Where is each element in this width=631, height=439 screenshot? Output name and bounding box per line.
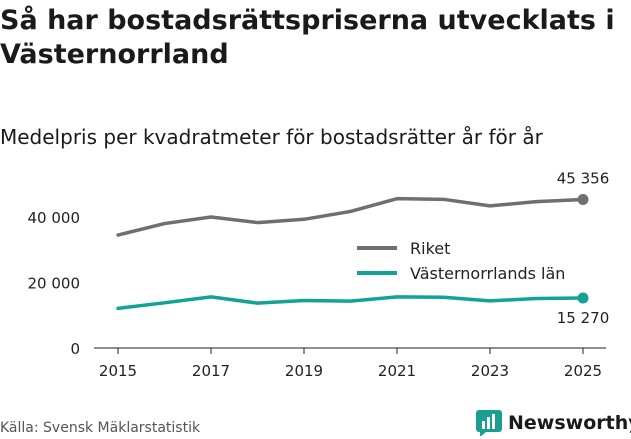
series-end-label: 15 270	[557, 309, 610, 327]
legend-label: Västernorrlands län	[410, 264, 565, 283]
x-tick-label: 2021	[378, 362, 416, 380]
y-tick-label: 40 000	[28, 209, 81, 227]
series-end-marker	[577, 292, 589, 304]
legend: Riket Västernorrlands län	[357, 239, 565, 283]
bar-chart-logo-icon	[476, 410, 502, 436]
x-tick-label: 2017	[192, 362, 230, 380]
x-tick-label: 2025	[564, 362, 602, 380]
brand-name: Newsworthy	[508, 412, 631, 434]
y-tick-label: 0	[70, 340, 80, 358]
chart-title: Så har bostadsrättspriserna utvecklats i…	[0, 5, 615, 70]
x-tick-label: 2019	[285, 362, 323, 380]
series-line-1	[116, 295, 585, 311]
series-lines: 45 356 15 270	[116, 169, 610, 327]
series-end-marker	[577, 193, 589, 205]
y-axis-ticks: 0 20 000 40 000	[28, 209, 81, 358]
x-tick-label: 2015	[99, 362, 137, 380]
chart-subtitle: Medelpris per kvadratmeter för bostadsrä…	[0, 125, 543, 149]
source-note: Källa: Svensk Mäklarstatistik	[0, 420, 201, 436]
y-tick-label: 20 000	[28, 275, 81, 293]
legend-label: Riket	[410, 239, 450, 258]
newsworthy-logo: Newsworthy	[476, 409, 631, 437]
series-end-label: 45 356	[557, 169, 610, 187]
series-line-0	[116, 196, 585, 237]
x-tick-label: 2023	[471, 362, 509, 380]
x-axis-ticks: 2015 2017 2019 2021 2023 2025	[99, 348, 602, 380]
